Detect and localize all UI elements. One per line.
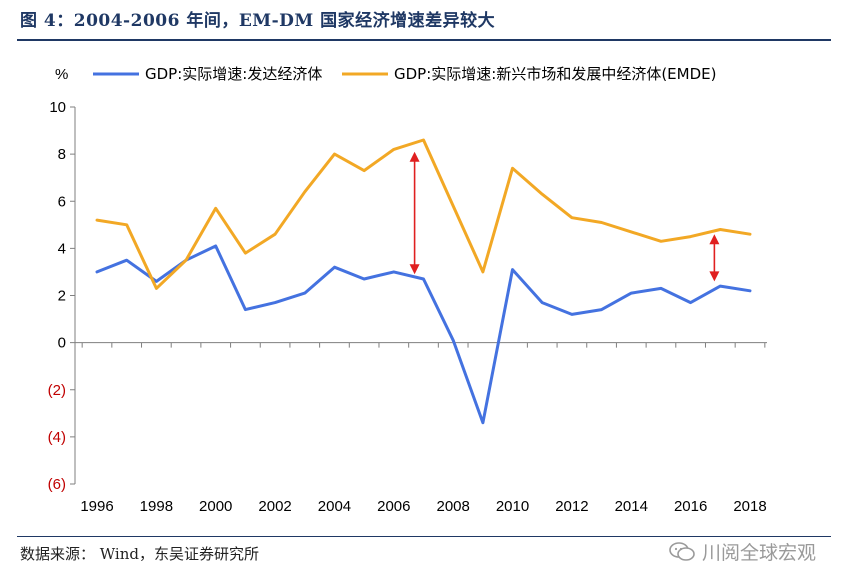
x-tick-label: 2000 xyxy=(199,498,232,515)
gap-arrow xyxy=(409,151,420,275)
x-tick-label: 1996 xyxy=(80,498,113,515)
title-divider xyxy=(17,39,831,41)
gap-arrow-head-down xyxy=(409,264,420,275)
x-axis: 1996 1998 2000 2002 2004 2006 2008 2010 2012 2014… xyxy=(75,342,767,515)
x-tick-label: 2010 xyxy=(496,498,529,515)
gap-arrow-head-up xyxy=(409,151,420,162)
y-tick-label: 4 xyxy=(58,240,66,257)
wechat-icon xyxy=(669,541,695,561)
watermark-text: 川阅全球宏观 xyxy=(702,542,817,564)
series-layer xyxy=(95,138,752,425)
x-tick-label: 2016 xyxy=(674,498,707,515)
legend: % GDP:实际增速:发达经济体 GDP:实际增速:新兴市场和发展中经济体(EM… xyxy=(55,65,716,83)
x-tick-label: 2012 xyxy=(555,498,588,515)
series-line-advanced xyxy=(95,244,752,425)
y-unit-label: % xyxy=(55,66,68,83)
figure-title: 图 4：2004-2006 年间，EM-DM 国家经济增速差异较大 xyxy=(20,11,496,31)
legend-label-emerging: GDP:实际增速:新兴市场和发展中经济体(EMDE) xyxy=(394,65,716,83)
gap-arrow-head-up xyxy=(709,234,720,245)
source-note: 数据来源： Wind，东吴证券研究所 xyxy=(20,545,259,563)
y-tick-label: 6 xyxy=(58,193,66,210)
footer-divider xyxy=(17,536,831,537)
series-line-emerging xyxy=(95,138,752,290)
y-tick-label: (2) xyxy=(48,382,66,399)
y-tick-label: 0 xyxy=(58,335,66,352)
y-tick-label: 8 xyxy=(58,146,66,163)
x-tick-label: 2006 xyxy=(377,498,410,515)
x-tick-label: 2008 xyxy=(436,498,469,515)
x-tick-label: 2004 xyxy=(318,498,351,515)
annotation-layer xyxy=(409,151,720,282)
x-tick-label: 1998 xyxy=(140,498,173,515)
watermark: 川阅全球宏观 xyxy=(668,538,816,565)
x-tick-label: 2014 xyxy=(615,498,648,515)
y-tick-label: 10 xyxy=(49,99,66,116)
y-tick-label: (6) xyxy=(48,476,66,493)
y-tick-label: (4) xyxy=(48,429,66,446)
x-tick-label: 2002 xyxy=(258,498,291,515)
gap-arrow-head-down xyxy=(709,271,720,282)
gap-arrow xyxy=(709,234,720,282)
y-axis: 10 8 6 4 2 0 (2) (4) (6) xyxy=(48,99,76,493)
x-tick-label: 2018 xyxy=(733,498,766,515)
y-tick-label: 2 xyxy=(58,288,66,305)
legend-label-advanced: GDP:实际增速:发达经济体 xyxy=(145,65,322,83)
